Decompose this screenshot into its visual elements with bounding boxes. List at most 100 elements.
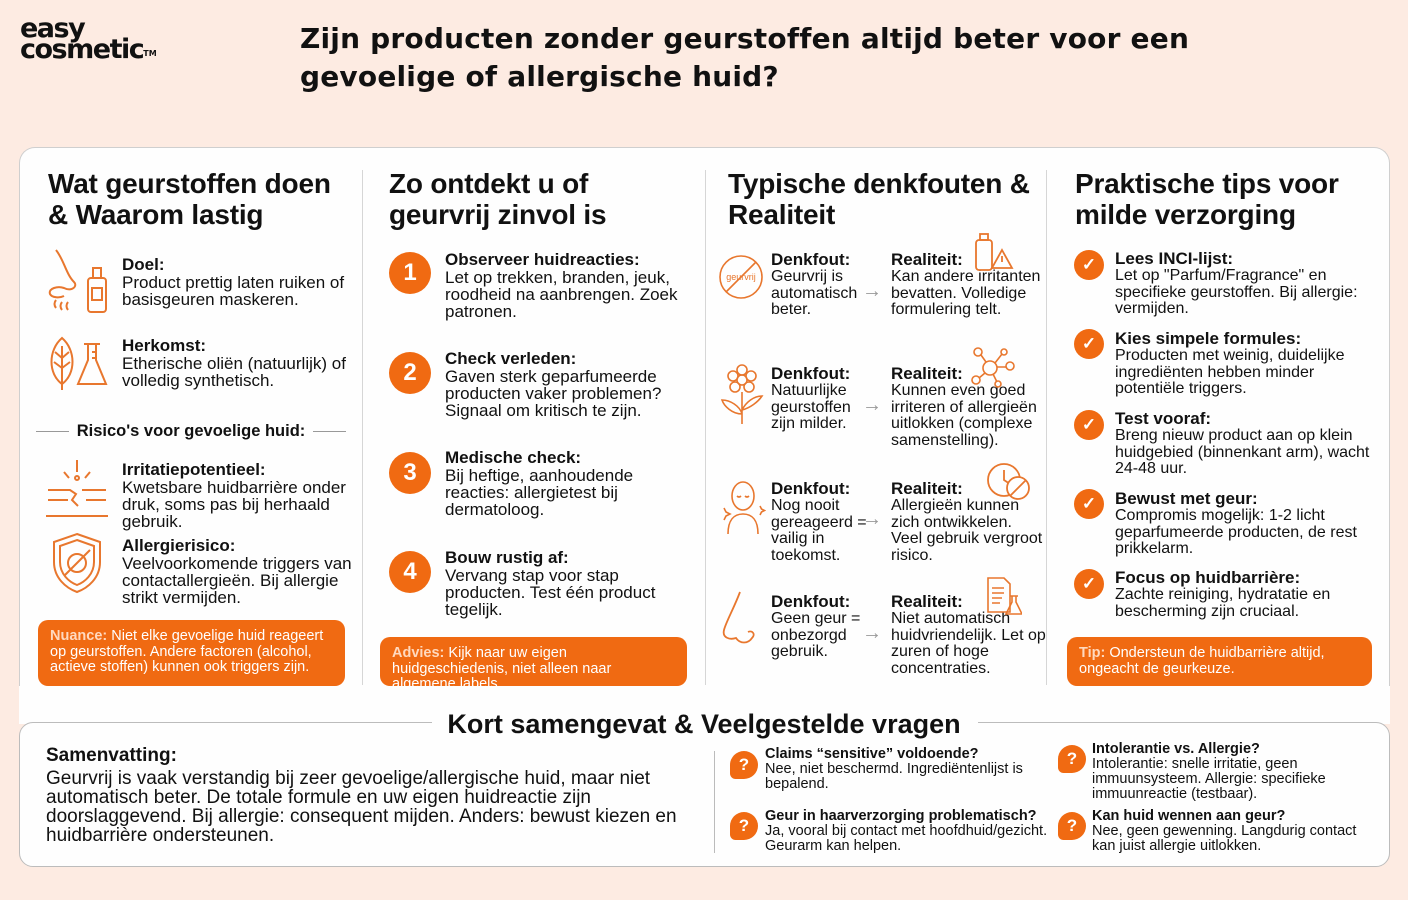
leaf-flask-icon: [50, 336, 108, 390]
arrow-icon: →: [862, 622, 882, 644]
shield-allergen-icon: [53, 532, 101, 594]
arrow-icon: →: [862, 394, 882, 416]
step-label: Observeer huidreacties:: [445, 250, 640, 269]
tip-item: Focus op huidbarrière: Zachte reiniging,…: [1115, 568, 1385, 620]
tip-item: Kies simpele formules: Producten met wei…: [1115, 329, 1385, 398]
myth-item: Denkfout: Geurvrij is automatisch beter.: [771, 250, 871, 319]
bottom-section-title: Kort samengevat & Veelgestelde vragen: [447, 709, 961, 739]
column-divider: [362, 170, 363, 685]
clock-allergen-icon: [987, 463, 1030, 500]
step-text: Let op trekken, branden, jeuk, roodheid …: [445, 268, 678, 321]
myth-label: Denkfout:: [771, 592, 851, 611]
summary-faq-card: Samenvatting: Geurvrij is vaak verstandi…: [19, 722, 1390, 867]
reality-text: Kan andere irritanten bevatten. Volledig…: [891, 268, 1041, 318]
myth-item: Denkfout: Nog nooit gereageerd = vailig …: [771, 479, 871, 564]
faq-divider: [714, 751, 715, 853]
step-item: Check verleden: Gaven sterk geparfumeerd…: [445, 349, 695, 419]
face-sparkle-icon: [723, 481, 766, 535]
step-number-3: 3: [389, 452, 431, 494]
banner-label: Tip:: [1079, 645, 1106, 661]
item-text: Veelvoorkomende triggers van contactalle…: [122, 554, 352, 607]
reality-text: Niet automatisch huidvriendelijk. Let op…: [891, 610, 1046, 677]
tip-label: Bewust met geur:: [1115, 489, 1258, 508]
check-icon: ✓: [1074, 489, 1104, 519]
page-title: Zijn producten zonder geurstoffen altijd…: [300, 22, 1190, 93]
check-icon: ✓: [1074, 410, 1104, 440]
item-text: Kwetsbare huidbarrière onder druk, soms …: [122, 478, 346, 531]
banner-text: Niet elke gevoelige huid reageert op geu…: [50, 628, 324, 675]
myth-item: Denkfout: Geen geur = onbezorgd gebruik.: [771, 592, 871, 661]
brand-logo: easy cosmeticTM: [20, 13, 157, 63]
myth-text: Nog nooit gereageerd = vailig in toekoms…: [771, 497, 867, 564]
faq-question: Claims “sensitive” voldoende?: [765, 746, 979, 762]
logo-line-2: cosmeticTM: [20, 36, 157, 63]
summary-label: Samenvatting:: [46, 745, 177, 766]
svg-text:geurvrij: geurvrij: [726, 272, 756, 282]
banner-label: Advies:: [392, 645, 445, 661]
column-title: Zo ontdekt u of geurvrij zinvol is: [389, 168, 607, 230]
risk-item-irritation: Irritatiepotentieel: Kwetsbare huidbarri…: [122, 460, 352, 530]
column-fragrance-role: Wat geurstoffen doen & Waarom lastig Doe…: [20, 148, 362, 688]
arrow-icon: →: [862, 280, 882, 302]
risk-heading-text: Risico's voor gevoelige huid:: [76, 422, 306, 440]
faq-answer: Intolerantie: snelle irritatie, geen imm…: [1092, 756, 1326, 802]
reality-item: Realiteit: Allergieën kunnen zich ontwik…: [891, 479, 1046, 564]
banner-text: Kijk naar uw eigen huidgeschiedenis, nie…: [392, 645, 612, 692]
tip-text: Let op "Parfum/Fragrance" en specifieke …: [1115, 267, 1358, 317]
myth-text: Geurvrij is automatisch beter.: [771, 268, 858, 318]
column-detection-steps: Zo ontdekt u of geurvrij zinvol is 1 Obs…: [363, 148, 705, 692]
check-icon: ✓: [1074, 569, 1104, 599]
logo-word: cosmetic: [20, 34, 145, 65]
faq-question: Intolerantie vs. Allergie?: [1092, 741, 1260, 757]
banner-text: Ondersteun de huidbarrière altijd, ongea…: [1079, 645, 1325, 677]
faq-answer: Nee, geen gewenning. Langdurig contact k…: [1092, 823, 1357, 854]
tip-item: Bewust met geur: Compromis mogelijk: 1-2…: [1115, 489, 1385, 558]
myth-text: Geen geur = onbezorgd gebruik.: [771, 610, 861, 660]
reality-text: Kunnen even goed irriteren of allergieën…: [891, 382, 1037, 449]
item-text: Etherische oliën (natuurlijk) of volledi…: [122, 354, 346, 390]
check-icon: ✓: [1074, 250, 1104, 280]
main-panel: Wat geurstoffen doen & Waarom lastig Doe…: [19, 147, 1391, 692]
myth-label: Denkfout:: [771, 479, 851, 498]
advice-banner: Advies: Kijk naar uw eigen huidgeschiede…: [380, 637, 687, 692]
item-label: Irritatiepotentieel:: [122, 460, 266, 479]
step-label: Medische check:: [445, 448, 582, 467]
divider-line: [313, 431, 346, 432]
logo-line-1: easy: [20, 13, 86, 44]
step-number-1: 1: [389, 252, 431, 294]
arrow-icon: →: [862, 508, 882, 530]
tip-text: Producten met weinig, duidelijke ingredi…: [1115, 347, 1345, 397]
column-title: Praktische tips voor milde verzorging: [1075, 168, 1339, 230]
question-icon: ?: [1058, 745, 1086, 773]
step-text: Vervang stap voor stap producten. Test é…: [445, 566, 656, 619]
reality-label: Realiteit:: [891, 364, 963, 383]
tip-text: Zachte reiniging, hydratatie en bescherm…: [1115, 586, 1331, 620]
info-item-doel: Doel: Product prettig laten ruiken of ba…: [122, 255, 352, 308]
reality-item: Realiteit: Niet automatisch huidvriendel…: [891, 592, 1046, 677]
column-practical-tips: Praktische tips voor milde verzorging ✓ …: [1047, 148, 1391, 688]
risk-item-allergy: Allergierisico: Veelvoorkomende triggers…: [122, 536, 357, 606]
column-divider: [1046, 170, 1047, 685]
question-icon: ?: [1058, 812, 1086, 840]
risk-heading: Risico's voor gevoelige huid:: [36, 422, 346, 441]
item-label: Herkomst:: [122, 336, 207, 355]
bottle-warning-icon: [975, 233, 1014, 271]
faq-item: Intolerantie vs. Allergie? Intolerantie:…: [1092, 742, 1377, 802]
column-divider: [705, 170, 706, 685]
geurvrij-crossed-icon: geurvrij: [719, 255, 763, 299]
nose-spray-icon: [48, 249, 107, 313]
step-label: Check verleden:: [445, 349, 577, 368]
step-item: Bouw rustig af: Vervang stap voor stap p…: [445, 548, 695, 618]
column-title: Wat geurstoffen doen & Waarom lastig: [48, 168, 331, 230]
faq-item: Kan huid wennen aan geur? Nee, geen gewe…: [1092, 809, 1377, 854]
myth-text: Natuurlijke geurstoffen zijn milder.: [771, 382, 851, 432]
tip-item: Lees INCI-lijst: Let op "Parfum/Fragranc…: [1115, 249, 1385, 318]
flower-icon: [720, 364, 764, 424]
step-item: Observeer huidreacties: Let op trekken, …: [445, 250, 695, 320]
step-label: Bouw rustig af:: [445, 548, 569, 567]
reality-label: Realiteit:: [891, 479, 963, 498]
divider-line: [36, 431, 69, 432]
step-item: Medische check: Bij heftige, aanhoudende…: [445, 448, 695, 518]
cracked-skin-icon: [46, 460, 108, 517]
item-text: Product prettig laten ruiken of basisgeu…: [122, 273, 345, 309]
